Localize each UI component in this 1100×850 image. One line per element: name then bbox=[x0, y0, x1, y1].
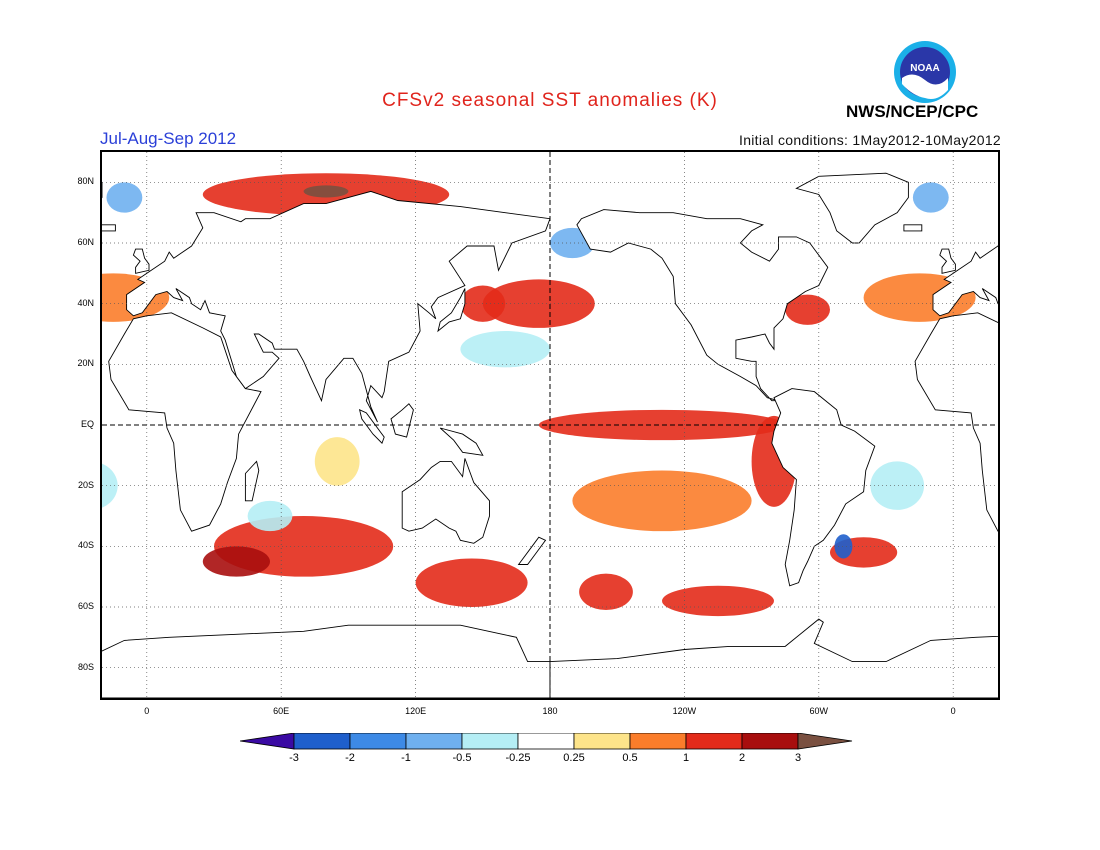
latitude-label: 80S bbox=[77, 661, 94, 672]
colorbar-low-end bbox=[240, 733, 295, 750]
longitude-label: 180 bbox=[542, 706, 558, 716]
landmass-south-america bbox=[771, 388, 876, 587]
colorbar-tick-label: -0.5 bbox=[452, 752, 472, 764]
anomaly-south-atlantic-cool bbox=[102, 463, 118, 508]
anomaly-arctic-cool-west bbox=[912, 182, 949, 213]
longitude-label: 60W bbox=[809, 706, 829, 716]
anomaly-arctic-cool-west bbox=[106, 182, 143, 213]
colorbar-swatch bbox=[349, 733, 407, 750]
anomaly-gulf-stream-warm bbox=[785, 294, 830, 325]
landmass-sumatra bbox=[358, 409, 385, 445]
colorbar-swatch bbox=[741, 733, 799, 750]
landmass-antarctica bbox=[549, 618, 998, 698]
anomaly-south-atlantic-cold bbox=[834, 534, 853, 559]
landmass-japan bbox=[437, 288, 466, 333]
colorbar-swatch bbox=[405, 733, 463, 750]
map-title: CFSv2 seasonal SST anomalies (K) bbox=[382, 90, 718, 111]
longitude-label: 60E bbox=[273, 706, 290, 716]
latitude-label: 40S bbox=[77, 540, 94, 551]
sst-anomaly-map bbox=[100, 150, 1000, 700]
colorbar-swatch bbox=[461, 733, 519, 750]
continent-outlines bbox=[102, 172, 998, 698]
map-canvas bbox=[102, 152, 998, 698]
colorbar-swatch bbox=[629, 733, 687, 750]
landmass-iceland bbox=[903, 224, 923, 232]
graticule bbox=[102, 152, 998, 698]
longitude-label: 120W bbox=[672, 706, 697, 716]
colorbar-swatch bbox=[573, 733, 631, 750]
colorbar-tick-label: 0.25 bbox=[563, 752, 585, 764]
landmass-australia bbox=[401, 458, 490, 544]
anomaly-australia-south bbox=[415, 558, 528, 607]
anomaly-subtropical-pacific-south bbox=[572, 470, 752, 532]
colorbar-tick-label: 0.5 bbox=[622, 752, 638, 764]
anomaly-south-atlantic-cool bbox=[870, 461, 925, 510]
colorbar-tick-label: 2 bbox=[738, 752, 746, 764]
anomaly-equatorial-indian-warm bbox=[314, 437, 360, 486]
landmass-eurasia bbox=[126, 190, 551, 423]
latitude-label: EQ bbox=[80, 419, 94, 429]
latitude-label: 80N bbox=[77, 176, 94, 187]
colorbar-swatch bbox=[293, 733, 351, 750]
agency-label: NWS/NCEP/CPC bbox=[846, 102, 979, 121]
colorbar-tick-label: -1 bbox=[401, 752, 411, 764]
landmass-new-zealand bbox=[517, 536, 547, 565]
landmass-britain bbox=[939, 248, 956, 274]
latitude-label: 60N bbox=[77, 237, 94, 247]
colorbar-tick-label: 1 bbox=[682, 752, 690, 764]
longitude-label: 0 bbox=[144, 706, 150, 716]
noaa-logo: NOAA bbox=[894, 41, 956, 103]
latitude-label: 60S bbox=[77, 601, 94, 611]
latitude-label: 40N bbox=[77, 297, 94, 308]
anomaly-south-indian-core bbox=[202, 546, 270, 577]
longitude-label: 120E bbox=[405, 706, 427, 716]
forecast-period: Jul-Aug-Sep 2012 bbox=[100, 129, 237, 148]
landmass-antarctica bbox=[102, 624, 551, 698]
colorbar-tick-label: -0.25 bbox=[505, 752, 531, 764]
colorbar-tick-label: 3 bbox=[794, 752, 802, 764]
landmass-north-america bbox=[576, 209, 829, 402]
anomaly-southern-ocean-east bbox=[662, 585, 774, 617]
initial-conditions: Initial conditions: 1May2012-10May2012 bbox=[739, 132, 1001, 148]
landmass-eurasia bbox=[932, 245, 998, 317]
colorbar-tick-label: -3 bbox=[289, 752, 299, 764]
landmass-iceland bbox=[102, 224, 116, 232]
logo-text: NOAA bbox=[910, 63, 939, 74]
colorbar bbox=[240, 733, 853, 750]
colorbar-swatch bbox=[517, 733, 575, 750]
anomaly-south-pacific-central bbox=[579, 573, 633, 611]
colorbar-tick-label: -2 bbox=[345, 752, 355, 764]
anomaly-madagascar-cool bbox=[247, 500, 293, 532]
landmass-africa bbox=[914, 312, 998, 532]
landmass-greenland bbox=[795, 172, 909, 244]
anomaly-barents-core bbox=[303, 185, 349, 198]
latitude-label: 20S bbox=[77, 479, 94, 490]
longitude-label: 0 bbox=[950, 706, 956, 716]
latitude-label: 20N bbox=[77, 358, 94, 369]
colorbar-swatch bbox=[685, 733, 743, 750]
landmass-madagascar bbox=[244, 460, 260, 502]
anomaly-north-pacific-cool bbox=[460, 330, 550, 368]
landmass-borneo bbox=[390, 403, 414, 438]
colorbar-high-end bbox=[797, 733, 853, 750]
landmass-britain bbox=[132, 248, 150, 274]
landmass-new-guinea bbox=[439, 427, 484, 456]
